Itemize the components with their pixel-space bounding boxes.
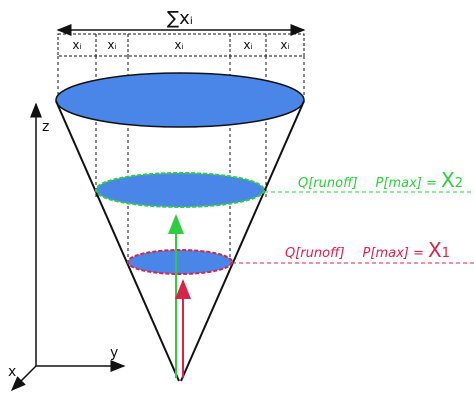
level-2-ellipse [95, 172, 265, 208]
level-2-eq: = [422, 176, 441, 191]
cone-left-edge [55, 100, 180, 382]
level-2-var: X [441, 168, 455, 192]
level-1-sub: 1 [442, 246, 450, 261]
level-2-label: Q[runoff] P[max] = X2 [298, 168, 463, 192]
cone-right-edge [180, 100, 305, 382]
segment-label-2: xᵢ [107, 38, 116, 52]
level-1-label: Q[runoff] P[max] = X1 [285, 238, 450, 262]
level-2-p: P[max] [376, 176, 422, 191]
level-2-sub: 2 [455, 176, 463, 191]
sum-label: ∑xᵢ [167, 8, 193, 29]
segment-label-1: xᵢ [72, 38, 81, 52]
z-axis-label: z [42, 119, 49, 135]
level-2-q: Q[runoff] [298, 176, 358, 191]
level-1-q: Q[runoff] [285, 246, 345, 261]
level-1-var: X [428, 238, 442, 262]
x-axis-label: x [8, 364, 16, 380]
level-1-ellipse [127, 249, 233, 275]
x-axis [10, 365, 37, 392]
segment-label-4: xᵢ [243, 38, 252, 52]
top-surface-ellipse [55, 72, 305, 128]
segment-box [57, 33, 305, 57]
level-1-eq: = [409, 246, 428, 261]
y-axis-label: y [110, 345, 118, 361]
segment-label-5: xᵢ [280, 38, 289, 52]
level-1-p: P[max] [363, 246, 409, 261]
segment-label-3: xᵢ [174, 38, 183, 52]
